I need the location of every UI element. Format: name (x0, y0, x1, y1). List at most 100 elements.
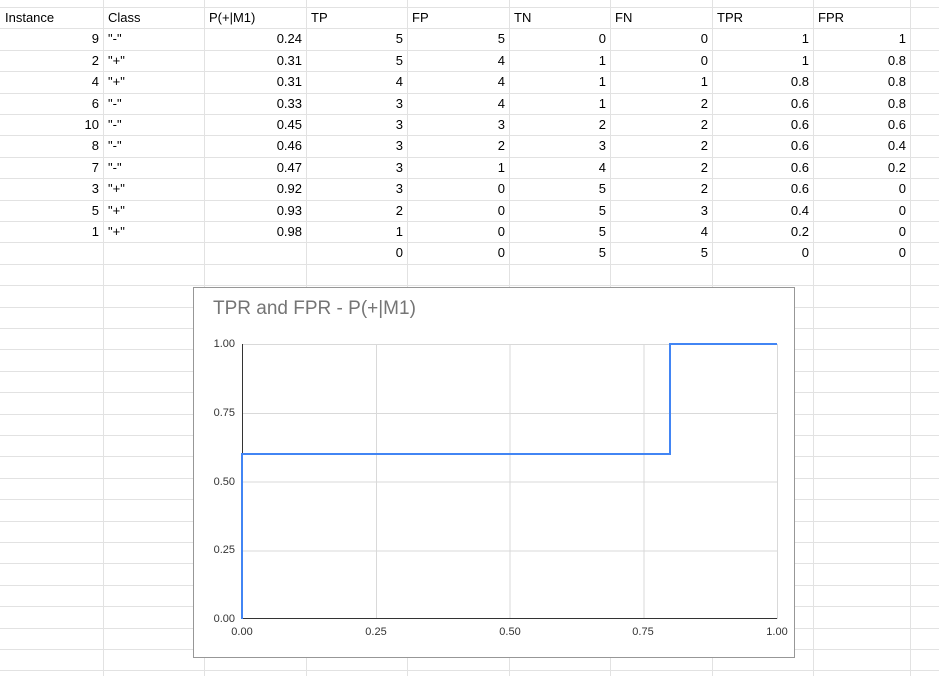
cell[interactable]: 0.31 (276, 53, 302, 68)
cell[interactable]: 0.2 (887, 160, 906, 175)
cell[interactable]: 0 (801, 245, 809, 260)
cell[interactable]: 0.46 (276, 138, 302, 153)
cell[interactable]: 2 (497, 138, 505, 153)
cell[interactable]: 0.4 (887, 138, 906, 153)
cell[interactable]: 5 (598, 181, 606, 196)
cell[interactable]: 1 (395, 224, 403, 239)
cell[interactable]: 1 (801, 31, 809, 46)
cell[interactable]: 3 (395, 160, 403, 175)
cell[interactable]: 0 (700, 31, 708, 46)
cell[interactable]: 0 (700, 53, 708, 68)
cell[interactable]: 0 (598, 31, 606, 46)
cell[interactable]: 3 (598, 138, 606, 153)
cell[interactable]: 0 (898, 224, 906, 239)
cell[interactable]: 0.8 (887, 74, 906, 89)
cell[interactable]: 6 (91, 96, 99, 111)
cell[interactable]: 5 (598, 224, 606, 239)
cell[interactable]: 0.6 (790, 117, 809, 132)
header-cell-fn[interactable]: FN (615, 10, 633, 25)
cell[interactable]: 2 (91, 53, 99, 68)
header-cell-tpr[interactable]: TPR (717, 10, 743, 25)
cell[interactable]: 4 (395, 74, 403, 89)
embedded-chart[interactable]: TPR and FPR - P(+|M1) 0.00 0.25 0.50 0.75 1.… (193, 287, 795, 658)
cell[interactable]: 0 (497, 245, 505, 260)
cell[interactable]: 3 (395, 181, 403, 196)
cell[interactable]: 5 (395, 53, 403, 68)
cell[interactable]: 1 (598, 53, 606, 68)
cell[interactable]: 5 (91, 203, 99, 218)
cell[interactable]: "-" (108, 138, 122, 153)
header-cell-class[interactable]: Class (108, 10, 141, 25)
cell[interactable]: 2 (700, 181, 708, 196)
cell[interactable]: 2 (598, 117, 606, 132)
cell[interactable]: 3 (91, 181, 99, 196)
cell[interactable]: 0.6 (887, 117, 906, 132)
header-cell-tp[interactable]: TP (311, 10, 328, 25)
cell[interactable]: 0.6 (790, 96, 809, 111)
header-cell-fp[interactable]: FP (412, 10, 429, 25)
cell[interactable]: 4 (497, 96, 505, 111)
cell[interactable]: 0.47 (276, 160, 302, 175)
cell[interactable]: "+" (108, 74, 125, 89)
cell[interactable]: 0 (898, 181, 906, 196)
cell[interactable]: 3 (395, 96, 403, 111)
cell[interactable]: 1 (598, 74, 606, 89)
cell[interactable]: "-" (108, 160, 122, 175)
cell[interactable]: 0 (497, 203, 505, 218)
cell[interactable]: "+" (108, 224, 125, 239)
cell[interactable]: 0 (898, 203, 906, 218)
cell[interactable]: 0 (395, 245, 403, 260)
cell[interactable]: 0.92 (276, 181, 302, 196)
cell[interactable]: "-" (108, 117, 122, 132)
cell[interactable]: 2 (700, 96, 708, 111)
cell[interactable]: 5 (497, 31, 505, 46)
cell[interactable]: 0.31 (276, 74, 302, 89)
cell[interactable]: "-" (108, 96, 122, 111)
cell[interactable]: 1 (91, 224, 99, 239)
header-cell-p-m1[interactable]: P(+|M1) (209, 10, 256, 25)
header-cell-instance[interactable]: Instance (5, 10, 55, 25)
cell[interactable]: 0.33 (276, 96, 302, 111)
cell[interactable]: 5 (700, 245, 708, 260)
cell[interactable]: 9 (91, 31, 99, 46)
cell[interactable]: 5 (598, 245, 606, 260)
cell[interactable]: 1 (898, 31, 906, 46)
cell[interactable]: 0 (497, 181, 505, 196)
cell[interactable]: 0 (898, 245, 906, 260)
cell[interactable]: 2 (395, 203, 403, 218)
cell[interactable]: 0.93 (276, 203, 302, 218)
cell[interactable]: 0.4 (790, 203, 809, 218)
cell[interactable]: 1 (598, 96, 606, 111)
cell[interactable]: 2 (700, 160, 708, 175)
cell[interactable]: 1 (801, 53, 809, 68)
cell[interactable]: 4 (497, 53, 505, 68)
cell[interactable]: 0.8 (790, 74, 809, 89)
cell[interactable]: "+" (108, 203, 125, 218)
cell[interactable]: 8 (91, 138, 99, 153)
cell[interactable]: 10 (84, 117, 99, 132)
cell[interactable]: 2 (700, 138, 708, 153)
cell[interactable]: 0.2 (790, 224, 809, 239)
cell[interactable]: 3 (395, 117, 403, 132)
cell[interactable]: 0.6 (790, 138, 809, 153)
cell[interactable]: 4 (700, 224, 708, 239)
cell[interactable]: 1 (497, 160, 505, 175)
cell[interactable]: 5 (598, 203, 606, 218)
cell[interactable]: 0.6 (790, 160, 809, 175)
header-cell-fpr[interactable]: FPR (818, 10, 844, 25)
cell[interactable]: 0.6 (790, 181, 809, 196)
cell[interactable]: "-" (108, 31, 122, 46)
cell[interactable]: 0.8 (887, 96, 906, 111)
cell[interactable]: 3 (395, 138, 403, 153)
header-cell-tn[interactable]: TN (514, 10, 532, 25)
cell[interactable]: 5 (395, 31, 403, 46)
cell[interactable]: 7 (91, 160, 99, 175)
cell[interactable]: 3 (497, 117, 505, 132)
cell[interactable]: 3 (700, 203, 708, 218)
cell[interactable]: "+" (108, 181, 125, 196)
cell[interactable]: 2 (700, 117, 708, 132)
cell[interactable]: 0.98 (276, 224, 302, 239)
cell[interactable]: 4 (497, 74, 505, 89)
cell[interactable]: 4 (598, 160, 606, 175)
cell[interactable]: 0.24 (276, 31, 302, 46)
